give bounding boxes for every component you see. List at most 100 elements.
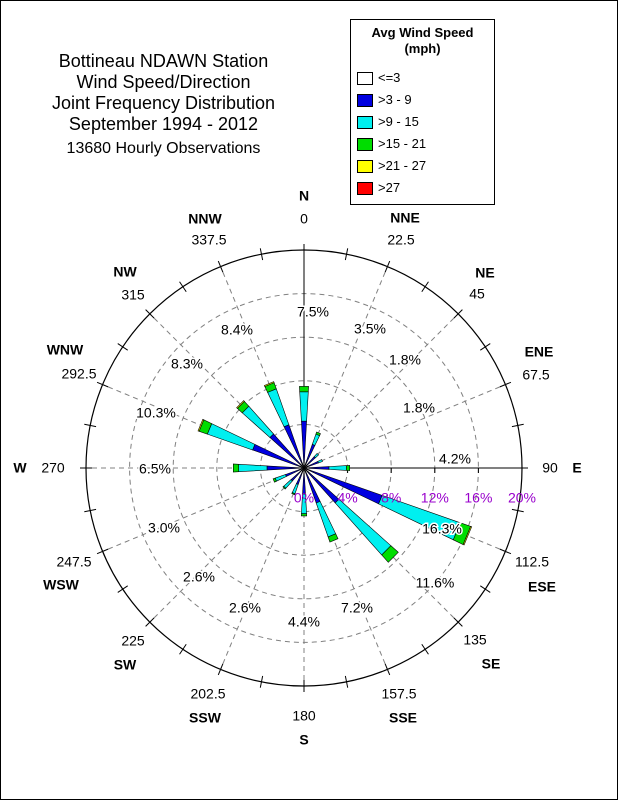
frequency-label-ssw: 2.6%	[229, 600, 261, 616]
degree-label-w: 270	[41, 460, 65, 476]
petal-segment	[274, 474, 287, 482]
petal-segment	[462, 526, 473, 546]
ring-tick	[421, 281, 429, 293]
direction-label-ne: NE	[475, 265, 494, 281]
degree-label-wnw: 292.5	[61, 366, 96, 382]
petal-segment	[267, 388, 290, 428]
direction-label-sse: SSE	[389, 710, 417, 726]
ring-tick	[511, 423, 524, 428]
petal-segment	[285, 469, 301, 477]
frequency-label-wsw: 3.0%	[148, 520, 180, 536]
ring-tick	[117, 343, 129, 351]
legend-label: >15 - 21	[378, 136, 427, 151]
petal-s	[300, 467, 308, 517]
degree-label-ne: 45	[469, 286, 485, 302]
ring-tick	[384, 663, 391, 676]
ring-tick	[217, 260, 224, 273]
petal-segment	[263, 381, 275, 387]
petal-wnw	[197, 418, 305, 469]
direction-label-e: E	[572, 460, 581, 476]
frequency-label-se: 11.6%	[416, 575, 455, 591]
petal-segment	[283, 479, 293, 489]
frequency-label-sw: 2.6%	[183, 569, 215, 585]
petal-ene	[303, 459, 323, 469]
ring-tick	[145, 617, 155, 627]
frequency-label-ene: 1.8%	[403, 400, 435, 416]
petal-w	[233, 463, 305, 473]
title-block: Bottineau NDAWN Station Wind Speed/Direc…	[31, 51, 296, 159]
legend-title-line: Avg Wind Speed	[371, 25, 474, 40]
ring-tick	[344, 675, 349, 688]
petal-segment	[272, 477, 277, 483]
petal-segment	[317, 459, 323, 464]
grid-spoke	[102, 467, 305, 552]
petal-segment	[311, 433, 321, 446]
grid-spoke	[303, 313, 459, 469]
petal-segment	[197, 418, 205, 432]
petal-segment	[315, 501, 337, 538]
ring-tick	[499, 548, 512, 555]
petal-segment	[309, 466, 330, 470]
degree-label-sse: 157.5	[381, 686, 416, 702]
frequency-label-sse: 7.2%	[341, 600, 373, 616]
petal-segment	[299, 386, 309, 393]
legend-swatch	[357, 116, 373, 129]
legend-label: >9 - 15	[378, 114, 419, 129]
petal-sw	[282, 467, 305, 490]
title-line: September 1994 - 2012	[68, 114, 259, 134]
legend-swatch	[357, 94, 373, 107]
petal-se	[303, 467, 399, 563]
petal-segment	[233, 463, 239, 473]
direction-label-wsw: WSW	[43, 577, 80, 593]
legend-label: <=3	[378, 70, 401, 85]
frequency-label-nnw: 8.4%	[221, 322, 253, 338]
grid	[80, 244, 528, 692]
radial-scale-label: 12%	[421, 490, 449, 506]
ring-tick	[117, 585, 129, 593]
legend-swatch	[357, 72, 373, 85]
ring-tick	[96, 548, 109, 555]
grid-spoke	[220, 467, 305, 670]
petal-segment	[327, 533, 339, 543]
degree-label-sw: 225	[121, 633, 145, 649]
ring-tick	[217, 663, 224, 676]
legend-label: >27	[378, 180, 401, 195]
frequency-label-n: 7.5%	[297, 304, 329, 320]
legend-swatch	[357, 160, 373, 173]
petal-ne	[303, 452, 320, 469]
legend-swatch	[357, 182, 373, 195]
ring-tick	[421, 643, 429, 655]
degree-label-e: 90	[542, 460, 558, 476]
petal-e	[303, 465, 351, 471]
ring-tick	[145, 309, 155, 319]
petal-segment	[238, 463, 268, 473]
direction-label-w: W	[13, 460, 27, 476]
petal-ese	[303, 467, 473, 546]
degree-label-ese: 112.5	[515, 554, 549, 570]
degree-label-s: 180	[292, 708, 316, 724]
degree-label-nne: 22.5	[387, 232, 414, 248]
direction-label-nw: NW	[113, 264, 137, 280]
degree-label-nnw: 337.5	[191, 232, 226, 248]
legend-label: >3 - 9	[378, 92, 412, 107]
direction-label-nnw: NNW	[188, 211, 222, 227]
petal-wsw	[272, 467, 305, 483]
title-line: Wind Speed/Direction	[76, 72, 251, 92]
title-line: Bottineau NDAWN Station	[58, 51, 269, 71]
direction-label-ese: ESE	[528, 579, 556, 595]
petal-segment	[241, 405, 274, 438]
ring-tick	[453, 617, 463, 627]
radial-scale-label: 0%	[294, 490, 314, 506]
petal-segment	[334, 498, 392, 556]
degree-label-wsw: 247.5	[56, 554, 91, 570]
ring-tick	[479, 343, 491, 351]
petal-ssw	[291, 467, 305, 496]
frequency-label-nw: 8.3%	[171, 356, 203, 372]
degree-label-ene: 67.5	[522, 367, 549, 383]
petal-segment	[282, 485, 287, 490]
petal-segment	[299, 391, 309, 422]
petal-n	[299, 386, 309, 469]
petal-segment	[346, 465, 351, 471]
